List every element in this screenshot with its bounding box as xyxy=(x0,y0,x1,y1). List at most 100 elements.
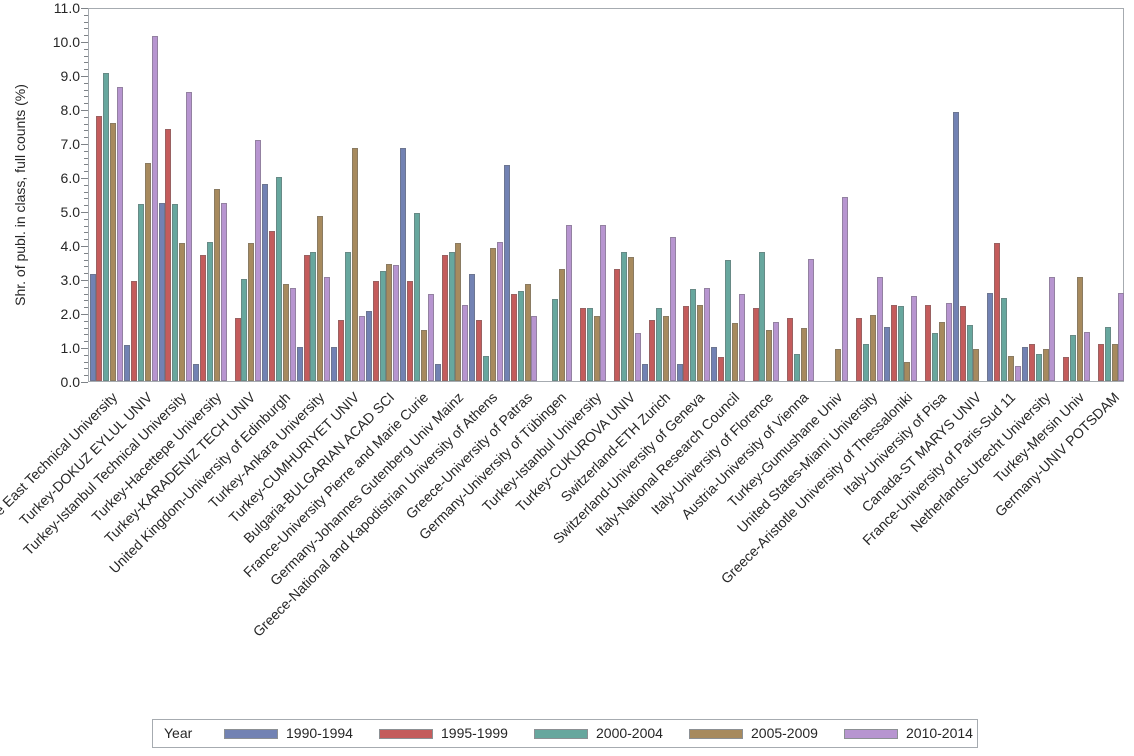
y-axis-minor-tick xyxy=(84,273,88,275)
legend-entry: 2005-2009 xyxy=(689,720,818,747)
y-axis-tick-label: 5.0 xyxy=(60,204,80,220)
bar-2005-2009 xyxy=(144,163,151,381)
bar-2000-2004 xyxy=(1070,335,1077,381)
y-axis-minor-tick xyxy=(84,164,88,166)
bar-1995-1999 xyxy=(510,294,517,381)
bar-2000-2004 xyxy=(552,299,559,381)
bar-2000-2004 xyxy=(863,343,869,381)
bar-2000-2004 xyxy=(275,177,282,381)
legend-label: 1995-1999 xyxy=(441,725,508,741)
bar-2005-2009 xyxy=(662,316,669,381)
bar-2010-2014 xyxy=(1049,277,1056,381)
bar-2010-2014 xyxy=(842,197,849,381)
y-axis-minor-tick xyxy=(84,28,88,30)
bar-1990-1994 xyxy=(158,202,165,381)
bar-1995-1999 xyxy=(303,255,310,381)
y-axis-minor-tick xyxy=(84,62,88,64)
legend-swatch-2005-2009 xyxy=(689,728,743,739)
bar-2000-2004 xyxy=(966,324,973,381)
bar-2005-2009 xyxy=(110,122,117,381)
legend-entry: 2010-2014 xyxy=(844,720,973,747)
bar-1995-1999 xyxy=(959,306,966,381)
bar-2010-2014 xyxy=(393,265,400,381)
y-axis-minor-tick xyxy=(84,14,88,16)
legend-swatch-1990-1994 xyxy=(224,728,278,739)
bar-1990-1994 xyxy=(193,364,200,381)
bar-1995-1999 xyxy=(476,319,483,381)
bar-2000-2004 xyxy=(655,307,662,381)
bar-1990-1994 xyxy=(952,112,959,381)
y-axis-major-tick xyxy=(81,8,88,9)
bar-2010-2014 xyxy=(1014,365,1021,381)
y-axis-minor-tick xyxy=(84,354,88,356)
bar-2005-2009 xyxy=(213,188,220,381)
bar-1995-1999 xyxy=(856,318,863,381)
bar-2010-2014 xyxy=(565,224,572,381)
y-axis-minor-tick xyxy=(84,327,88,329)
y-axis-major-tick xyxy=(81,314,88,315)
bar-2000-2004 xyxy=(310,251,317,381)
bar-2000-2004 xyxy=(724,260,731,381)
bar-1990-1994 xyxy=(642,364,649,381)
bar-2010-2014 xyxy=(427,294,434,381)
y-axis-major-tick xyxy=(81,212,88,213)
y-axis-minor-tick xyxy=(84,334,88,336)
y-axis-minor-tick xyxy=(84,320,88,322)
y-axis-minor-tick xyxy=(84,123,88,125)
bar-2010-2014 xyxy=(116,86,123,381)
y-axis-minor-tick xyxy=(84,368,88,370)
bar-2010-2014 xyxy=(669,236,676,381)
bar-2005-2009 xyxy=(1077,277,1084,381)
bar-1990-1994 xyxy=(676,364,683,381)
y-axis-minor-tick xyxy=(84,171,88,173)
y-axis-minor-tick xyxy=(84,35,88,37)
bar-2000-2004 xyxy=(414,212,421,381)
bar-2005-2009 xyxy=(455,243,462,381)
bar-2005-2009 xyxy=(973,348,980,381)
bar-1990-1994 xyxy=(469,273,476,381)
bar-2010-2014 xyxy=(773,321,780,381)
bar-1990-1994 xyxy=(987,292,994,381)
legend-entry: 1995-1999 xyxy=(379,720,508,747)
y-axis-major-tick xyxy=(81,178,88,179)
bar-2000-2004 xyxy=(897,306,904,381)
y-axis-minor-tick xyxy=(84,184,88,186)
y-axis-tick-label: 3.0 xyxy=(60,272,80,288)
bar-2010-2014 xyxy=(911,296,918,381)
y-axis-minor-tick xyxy=(84,361,88,363)
bar-1995-1999 xyxy=(890,304,897,381)
bar-2000-2004 xyxy=(448,251,455,381)
bar-1995-1999 xyxy=(925,304,932,381)
bar-2010-2014 xyxy=(220,202,227,381)
y-axis-major-tick xyxy=(81,246,88,247)
bar-1990-1994 xyxy=(296,347,303,381)
bar-2005-2009 xyxy=(1042,348,1049,381)
legend-swatch-2000-2004 xyxy=(534,728,588,739)
bar-2010-2014 xyxy=(462,304,469,381)
bar-2010-2014 xyxy=(738,294,745,381)
bar-2000-2004 xyxy=(759,251,766,381)
bar-2005-2009 xyxy=(1111,343,1118,381)
bar-2005-2009 xyxy=(420,330,427,381)
bar-2000-2004 xyxy=(517,290,524,381)
y-axis-minor-tick xyxy=(84,293,88,295)
y-axis-minor-tick xyxy=(84,157,88,159)
legend: Year 1990-1994 1995-1999 2000-2004 2005-200… xyxy=(152,719,978,748)
bar-2000-2004 xyxy=(1104,326,1111,381)
legend-label: 2005-2009 xyxy=(751,725,818,741)
bar-1990-1994 xyxy=(400,148,407,381)
y-axis-major-tick xyxy=(81,144,88,145)
bar-1990-1994 xyxy=(1021,347,1028,381)
bar-2005-2009 xyxy=(559,268,566,381)
y-axis-tick-label: 8.0 xyxy=(60,102,80,118)
bar-2005-2009 xyxy=(386,263,393,381)
bar-1990-1994 xyxy=(503,165,510,381)
y-axis-minor-tick xyxy=(84,375,88,377)
bar-1995-1999 xyxy=(372,280,379,381)
y-axis-minor-tick xyxy=(84,150,88,152)
y-axis-tick-label: 1.0 xyxy=(60,340,80,356)
bar-1995-1999 xyxy=(338,319,345,381)
bar-2005-2009 xyxy=(904,362,911,381)
bar-2010-2014 xyxy=(1083,331,1090,381)
